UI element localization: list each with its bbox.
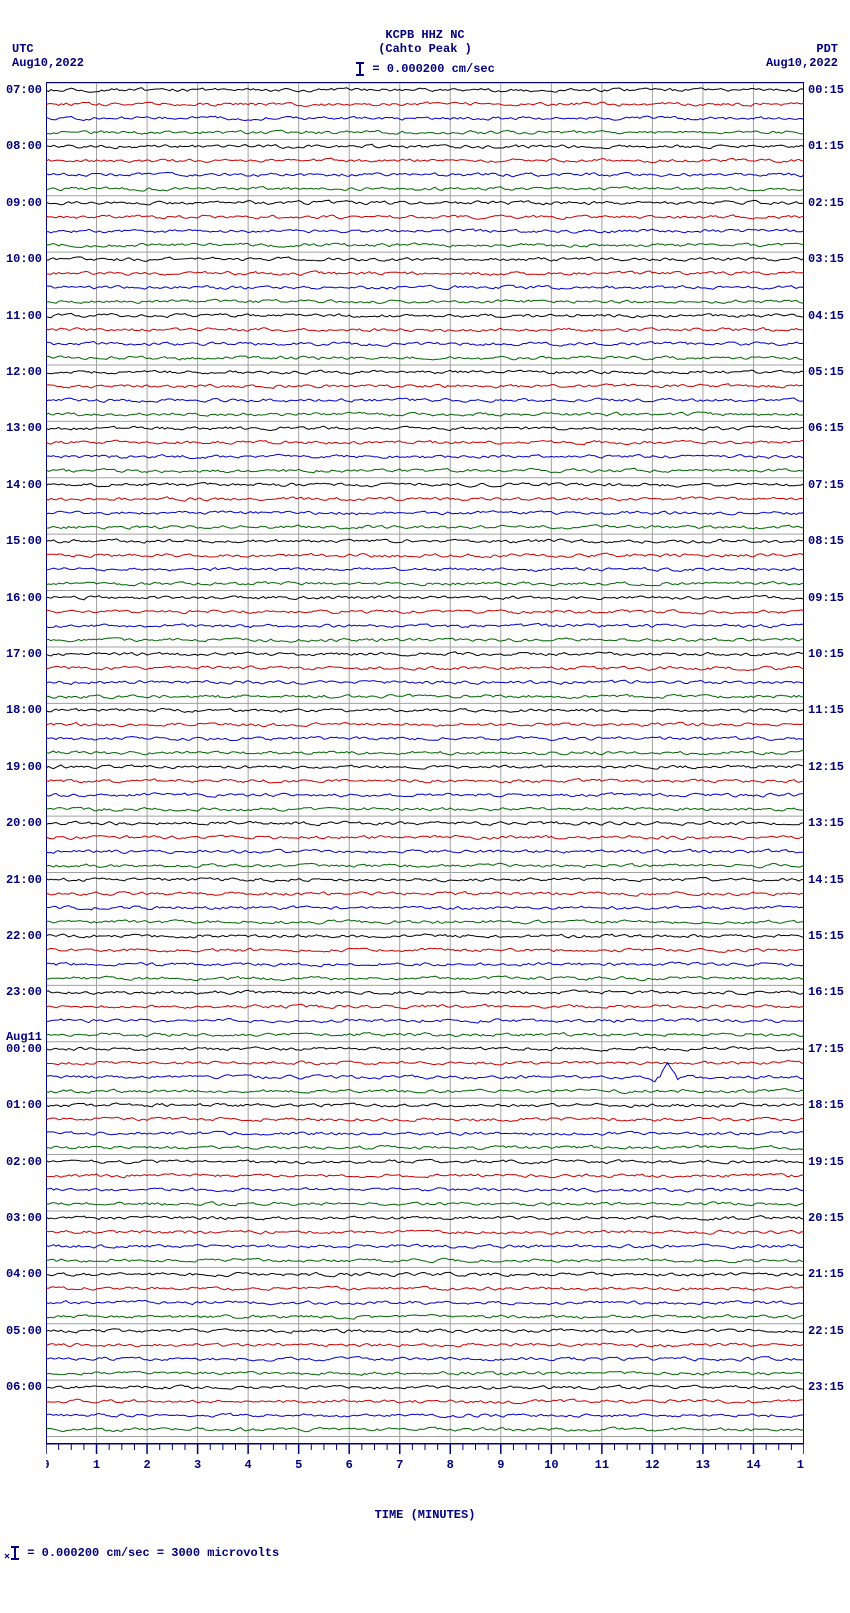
right-hour-label: 05:15 xyxy=(808,366,844,378)
title-line-1: KCPB HHZ NC xyxy=(0,28,850,42)
right-timezone: PDT xyxy=(766,42,838,56)
right-hour-label: 10:15 xyxy=(808,648,844,660)
right-hour-label: 00:15 xyxy=(808,84,844,96)
right-hour-label: 13:15 xyxy=(808,817,844,829)
left-hour-label: 10:00 xyxy=(6,253,42,265)
left-hour-label: 22:00 xyxy=(6,930,42,942)
svg-text:3: 3 xyxy=(194,1458,201,1472)
left-hour-label: 16:00 xyxy=(6,592,42,604)
svg-text:12: 12 xyxy=(645,1458,659,1472)
right-hour-label: 15:15 xyxy=(808,930,844,942)
svg-text:7: 7 xyxy=(396,1458,403,1472)
footer: × = 0.000200 cm/sec = 3000 microvolts xyxy=(4,1546,850,1564)
left-hour-label: 00:00 xyxy=(6,1043,42,1055)
right-hour-label: 06:15 xyxy=(808,422,844,434)
left-hour-label: 18:00 xyxy=(6,704,42,716)
right-hour-label: 14:15 xyxy=(808,874,844,886)
right-hour-label: 08:15 xyxy=(808,535,844,547)
svg-text:8: 8 xyxy=(447,1458,454,1472)
left-hour-label: 20:00 xyxy=(6,817,42,829)
scale-bar-icon xyxy=(359,62,361,76)
svg-text:6: 6 xyxy=(346,1458,353,1472)
svg-text:2: 2 xyxy=(143,1458,150,1472)
seismogram-svg: 0123456789101112131415 xyxy=(46,82,804,1504)
svg-text:1: 1 xyxy=(93,1458,100,1472)
right-hour-label: 02:15 xyxy=(808,197,844,209)
right-hour-axis: 00:15 01:15 02:15 03:15 04:15 05:15 06:15 07:15… xyxy=(804,82,850,1504)
svg-text:15: 15 xyxy=(797,1458,804,1472)
right-hour-label: 20:15 xyxy=(808,1212,844,1224)
right-hour-label: 21:15 xyxy=(808,1268,844,1280)
x-axis-label: TIME (MINUTES) xyxy=(0,1508,850,1522)
left-hour-label: 01:00 xyxy=(6,1099,42,1111)
right-date: Aug10,2022 xyxy=(766,56,838,70)
right-hour-label: 18:15 xyxy=(808,1099,844,1111)
right-hour-label: 09:15 xyxy=(808,592,844,604)
left-hour-label: 13:00 xyxy=(6,422,42,434)
right-hour-label: 11:15 xyxy=(808,704,844,716)
seismogram-plot: 07:00 08:00 09:00 10:00 11:00 12:00 13:00 14:00… xyxy=(0,82,850,1504)
svg-text:14: 14 xyxy=(746,1458,760,1472)
footer-text: = 0.000200 cm/sec = 3000 microvolts xyxy=(27,1546,279,1560)
left-hour-label: 19:00 xyxy=(6,761,42,773)
title-line-2: (Cahto Peak ) xyxy=(0,42,850,56)
left-day-break: Aug11 xyxy=(6,1031,42,1043)
left-hour-label: 12:00 xyxy=(6,366,42,378)
svg-text:10: 10 xyxy=(544,1458,558,1472)
left-hour-label: 21:00 xyxy=(6,874,42,886)
right-hour-label: 03:15 xyxy=(808,253,844,265)
left-hour-label: 02:00 xyxy=(6,1156,42,1168)
left-hour-axis: 07:00 08:00 09:00 10:00 11:00 12:00 13:00 14:00… xyxy=(0,82,46,1504)
left-hour-label: 09:00 xyxy=(6,197,42,209)
left-hour-label: 15:00 xyxy=(6,535,42,547)
svg-text:0: 0 xyxy=(46,1458,50,1472)
header-right: PDT Aug10,2022 xyxy=(766,42,838,71)
right-hour-label: 23:15 xyxy=(808,1381,844,1393)
scale-bar-icon xyxy=(14,1546,16,1560)
right-hour-label: 22:15 xyxy=(808,1325,844,1337)
svg-text:5: 5 xyxy=(295,1458,302,1472)
title: KCPB HHZ NC (Cahto Peak ) xyxy=(0,28,850,57)
svg-text:11: 11 xyxy=(595,1458,609,1472)
left-hour-label: 08:00 xyxy=(6,140,42,152)
left-hour-label: 11:00 xyxy=(6,310,42,322)
right-hour-label: 04:15 xyxy=(808,310,844,322)
right-hour-label: 12:15 xyxy=(808,761,844,773)
left-hour-label: 04:00 xyxy=(6,1268,42,1280)
left-hour-label: 05:00 xyxy=(6,1325,42,1337)
right-hour-label: 01:15 xyxy=(808,140,844,152)
left-hour-label: 23:00 xyxy=(6,986,42,998)
left-hour-label: 07:00 xyxy=(6,84,42,96)
scale-text: = 0.000200 cm/sec xyxy=(372,62,494,76)
svg-text:9: 9 xyxy=(497,1458,504,1472)
left-hour-label: 03:00 xyxy=(6,1212,42,1224)
scale-indicator: = 0.000200 cm/sec xyxy=(0,62,850,76)
right-hour-label: 17:15 xyxy=(808,1043,844,1055)
right-hour-label: 07:15 xyxy=(808,479,844,491)
header: UTC Aug10,2022 KCPB HHZ NC (Cahto Peak )… xyxy=(0,0,850,82)
right-hour-label: 19:15 xyxy=(808,1156,844,1168)
left-hour-label: 06:00 xyxy=(6,1381,42,1393)
svg-text:13: 13 xyxy=(696,1458,710,1472)
svg-text:4: 4 xyxy=(245,1458,252,1472)
left-hour-label: 14:00 xyxy=(6,479,42,491)
left-hour-label: 17:00 xyxy=(6,648,42,660)
right-hour-label: 16:15 xyxy=(808,986,844,998)
